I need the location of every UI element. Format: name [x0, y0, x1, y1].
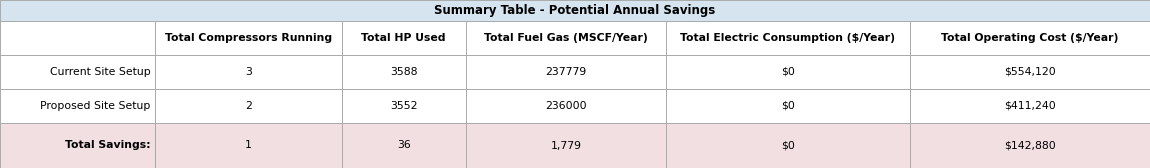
Text: Total Compressors Running: Total Compressors Running [164, 33, 332, 43]
Bar [910, 55, 1150, 89]
Bar [155, 123, 342, 168]
Text: Current Site Setup: Current Site Setup [49, 67, 151, 77]
Text: $0: $0 [781, 101, 795, 111]
Text: Total Fuel Gas (MSCF/Year): Total Fuel Gas (MSCF/Year) [484, 33, 647, 43]
Bar [466, 21, 666, 55]
Bar [666, 21, 910, 55]
Text: 3: 3 [245, 67, 252, 77]
Bar [155, 89, 342, 123]
Text: Summary Table - Potential Annual Savings: Summary Table - Potential Annual Savings [435, 4, 715, 17]
Bar [342, 55, 466, 89]
Bar [342, 123, 466, 168]
Bar [155, 21, 342, 55]
Text: Total Savings:: Total Savings: [66, 140, 151, 151]
Bar [342, 21, 466, 55]
Text: 1: 1 [245, 140, 252, 151]
Bar [666, 55, 910, 89]
Text: $554,120: $554,120 [1004, 67, 1056, 77]
Bar [0, 0, 1150, 21]
Text: $0: $0 [781, 67, 795, 77]
Text: Total HP Used: Total HP Used [361, 33, 446, 43]
Text: 3588: 3588 [390, 67, 417, 77]
Text: 237779: 237779 [545, 67, 586, 77]
Bar [155, 55, 342, 89]
Bar [666, 123, 910, 168]
Bar [466, 89, 666, 123]
Text: $0: $0 [781, 140, 795, 151]
Text: 236000: 236000 [545, 101, 586, 111]
Bar [342, 89, 466, 123]
Bar [666, 89, 910, 123]
Bar [0, 89, 155, 123]
Bar [910, 123, 1150, 168]
Bar [910, 21, 1150, 55]
Text: Proposed Site Setup: Proposed Site Setup [40, 101, 151, 111]
Text: 36: 36 [397, 140, 411, 151]
Text: 1,779: 1,779 [551, 140, 581, 151]
Bar [466, 123, 666, 168]
Bar [0, 55, 155, 89]
Text: $411,240: $411,240 [1004, 101, 1056, 111]
Bar [0, 123, 155, 168]
Bar [0, 21, 155, 55]
Text: Total Operating Cost ($/Year): Total Operating Cost ($/Year) [941, 33, 1119, 43]
Text: $142,880: $142,880 [1004, 140, 1056, 151]
Text: 3552: 3552 [390, 101, 417, 111]
Text: Total Electric Consumption ($/Year): Total Electric Consumption ($/Year) [681, 33, 895, 43]
Text: 2: 2 [245, 101, 252, 111]
Bar [466, 55, 666, 89]
Bar [910, 89, 1150, 123]
